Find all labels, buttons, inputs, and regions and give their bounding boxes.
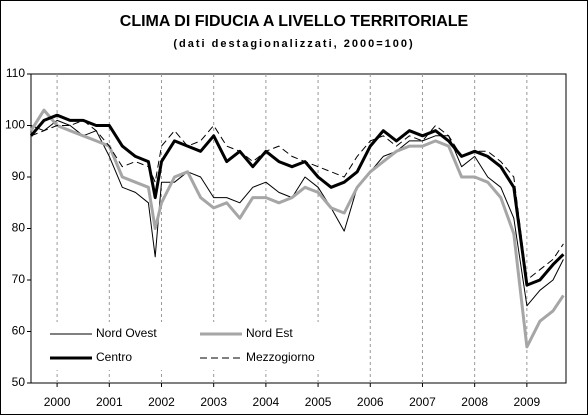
line-series xyxy=(30,119,564,281)
x-tick-label: 2008 xyxy=(461,395,488,409)
x-tick-label: 2004 xyxy=(253,395,280,409)
y-tick-label: 70 xyxy=(12,272,26,286)
y-tick-label: 100 xyxy=(5,118,25,132)
x-tick-label: 2009 xyxy=(514,395,541,409)
x-tick-label: 2003 xyxy=(200,395,227,409)
legend-label: Centro xyxy=(96,350,132,364)
legend-label: Mezzogiorno xyxy=(246,350,315,364)
chart-subtitle: (dati destagionalizzati, 2000=100) xyxy=(173,38,414,50)
legend-label: Nord Ovest xyxy=(96,326,157,340)
x-tick-label: 2002 xyxy=(148,395,175,409)
x-tick-label: 2005 xyxy=(305,395,332,409)
legend-label: Nord Est xyxy=(246,326,293,340)
x-tick-label: 2000 xyxy=(44,395,71,409)
line-series xyxy=(29,108,565,349)
x-tick-label: 2001 xyxy=(96,395,123,409)
y-tick-label: 90 xyxy=(12,169,26,183)
y-tick-label: 80 xyxy=(12,221,26,235)
y-tick-label: 60 xyxy=(12,324,26,338)
y-tick-label: 110 xyxy=(6,66,25,80)
x-tick-label: 2007 xyxy=(409,395,436,409)
x-tick-label: 2006 xyxy=(357,395,384,409)
chart-title: CLIMA DI FIDUCIA A LIVELLO TERRITORIALE xyxy=(120,13,469,30)
line-series xyxy=(29,113,565,287)
legend-box xyxy=(40,322,340,370)
y-tick-label: 50 xyxy=(12,375,26,389)
